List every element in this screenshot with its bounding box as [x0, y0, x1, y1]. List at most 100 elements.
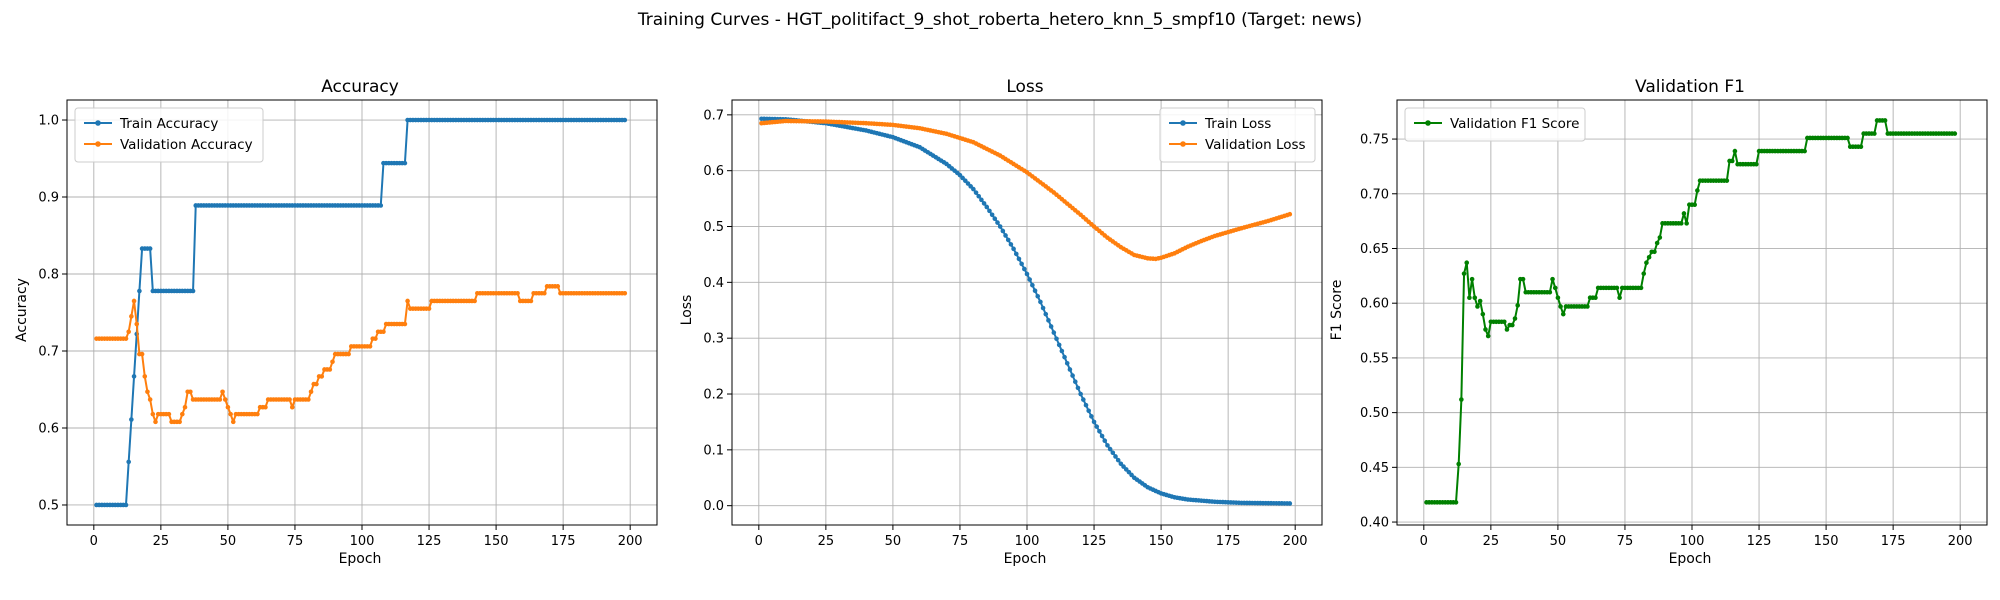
validation-f1-xtick-label: 0 — [1420, 534, 1428, 549]
loss-series-0-point — [1027, 277, 1032, 282]
loss-series-0-point — [1099, 433, 1105, 439]
loss-series-0-point — [1091, 419, 1097, 425]
accuracy-series-0 — [94, 117, 628, 508]
loss-legend-label: Train Loss — [1204, 116, 1271, 132]
validation-f1-xtick-label: 25 — [1483, 534, 1500, 549]
validation-f1-title: Validation F1 — [1635, 77, 1745, 97]
validation-f1-series-0-point — [1802, 148, 1807, 154]
accuracy-series-1-point — [255, 411, 260, 417]
validation-f1-series-0-point — [1724, 178, 1730, 183]
validation-f1-series-0-point — [1684, 221, 1689, 226]
loss-series-0-point — [979, 197, 984, 203]
loss-ytick-label: 0.0 — [703, 499, 724, 514]
accuracy-series-0-point — [129, 417, 134, 422]
validation-f1-xtick-label: 75 — [1617, 534, 1634, 549]
accuracy-ylabel: Accuracy — [14, 278, 30, 342]
loss-series-0-point — [1070, 373, 1075, 378]
loss-series-0-point — [1008, 242, 1014, 247]
loss-series-0-point — [1011, 246, 1016, 252]
validation-f1-series-0-point — [1638, 285, 1644, 291]
validation-f1-xtick-label: 200 — [1948, 534, 1973, 549]
loss-series-0-point — [987, 208, 992, 214]
accuracy-series-1-point — [314, 381, 319, 387]
validation-f1-series-0-point — [1485, 333, 1491, 339]
accuracy-xtick-label: 100 — [350, 534, 375, 549]
validation-f1-ytick-label: 0.55 — [1360, 351, 1389, 366]
loss-ytick-label: 0.3 — [703, 332, 724, 347]
validation-f1-series-0-point — [1593, 295, 1598, 301]
loss-xtick-label: 25 — [818, 534, 835, 549]
accuracy-series-1-point — [129, 314, 134, 319]
accuracy-series-0-point — [131, 374, 137, 379]
loss-series-0-point — [973, 190, 979, 195]
accuracy-plot-frame — [66, 99, 658, 526]
accuracy-series-1-point — [145, 389, 150, 395]
validation-f1-ytick-label: 0.60 — [1360, 297, 1389, 312]
loss-series-0-point — [1032, 288, 1038, 294]
validation-f1-series-0-point — [1552, 285, 1558, 291]
validation-f1-series-0-point — [1547, 289, 1553, 295]
validation-f1-series-0-point — [1464, 260, 1470, 266]
accuracy-series-1-point — [220, 389, 225, 395]
loss-series-0-point — [981, 201, 987, 206]
validation-f1-series-0-point — [1754, 161, 1759, 167]
loss-series-0-point — [995, 220, 1000, 225]
accuracy-series-0-point — [147, 246, 153, 251]
accuracy-ytick-label: 0.5 — [38, 498, 59, 513]
accuracy-series-1-point — [528, 298, 534, 304]
validation-f1-series-0-point — [1480, 311, 1486, 317]
validation-f1-legend-marker — [1425, 120, 1431, 126]
accuracy-xtick-label: 125 — [417, 534, 442, 549]
loss-series-0-point — [1040, 305, 1046, 311]
accuracy-ytick-label: 0.7 — [38, 344, 59, 359]
validation-f1-series-0-point — [1681, 211, 1687, 216]
validation-f1-legend-label: Validation F1 Score — [1450, 116, 1579, 132]
accuracy-series-1-point — [308, 389, 314, 395]
validation-f1-series-0-point — [1504, 327, 1510, 332]
accuracy-legend-box — [74, 107, 264, 163]
loss-series-0-point — [1083, 402, 1089, 408]
accuracy-xtick-label: 175 — [551, 534, 576, 549]
loss-xtick-label: 100 — [1015, 534, 1040, 549]
loss-series-0-point — [1035, 294, 1041, 299]
loss-series-0-point — [1113, 454, 1118, 459]
accuracy-legend-marker — [95, 120, 101, 126]
loss-legend: Train Loss Validation Loss — [1159, 107, 1316, 163]
validation-f1-series-0-point — [1515, 303, 1520, 308]
validation-f1-series-0-point — [1555, 295, 1561, 301]
validation-f1-xtick-label: 100 — [1680, 534, 1705, 549]
loss-series-0-point — [997, 224, 1003, 229]
loss-ytick-label: 0.2 — [703, 388, 724, 403]
loss-series-0-point — [1059, 348, 1065, 354]
accuracy-ytick-label: 1.0 — [38, 114, 59, 129]
validation-f1-legend-box — [1404, 107, 1586, 142]
validation-f1-series-0-point — [1872, 131, 1877, 136]
validation-f1-series-0-point — [1520, 276, 1526, 282]
validation-f1-series-0-point — [1512, 316, 1518, 321]
accuracy-ytick-label: 0.8 — [38, 268, 59, 283]
accuracy-xtick-label: 75 — [287, 534, 304, 549]
validation-f1-ytick-label: 0.70 — [1360, 187, 1389, 202]
accuracy-series-1-point — [147, 397, 153, 402]
validation-f1-series-0-point — [1483, 327, 1488, 332]
loss-legend-box — [1159, 107, 1316, 163]
loss-legend-label: Validation Loss — [1205, 137, 1306, 153]
validation-f1-series-0-point — [1558, 304, 1563, 309]
validation-f1-plot-frame — [1396, 99, 1988, 526]
loss-series-1-point — [1287, 211, 1293, 217]
accuracy-title: Accuracy — [321, 77, 399, 97]
loss-series-0-point — [1107, 446, 1113, 452]
accuracy-series-1-point — [555, 284, 561, 289]
accuracy-series-1-point — [131, 298, 137, 304]
validation-f1-series-0-point — [1695, 188, 1700, 193]
loss-series-0-point — [971, 186, 976, 192]
validation-f1-ylabel: F1 Score — [1329, 280, 1345, 341]
validation-f1-series-0-point — [1453, 500, 1459, 505]
validation-f1-xtick-label: 125 — [1747, 534, 1772, 549]
accuracy-legend: Train Accuracy Validation Accuracy — [74, 107, 264, 163]
loss-series-0-point — [1089, 414, 1094, 419]
accuracy-series-1-point — [330, 359, 335, 365]
validation-f1-series-0-point — [1692, 202, 1697, 208]
loss-xtick-label: 150 — [1149, 534, 1174, 549]
loss-series-0-point — [1064, 361, 1070, 366]
